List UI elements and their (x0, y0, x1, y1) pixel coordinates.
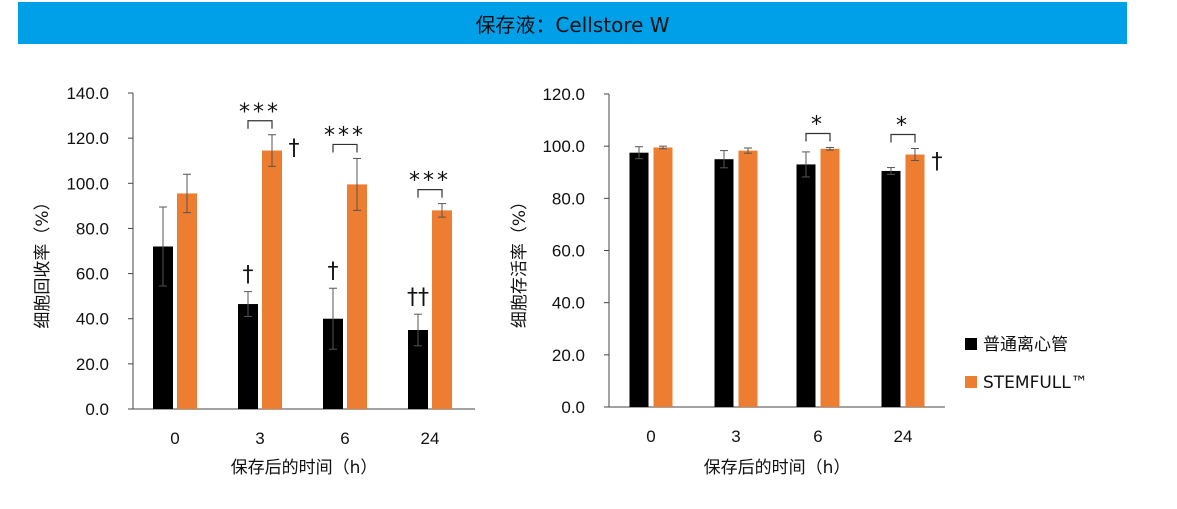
significance-stars: * (811, 112, 825, 137)
y-tick-label: 120.0 (66, 129, 109, 148)
bar-black-24 (408, 330, 428, 409)
dagger-mark: † (328, 259, 339, 284)
bar-black-3 (714, 159, 734, 407)
x-tick-label: 6 (813, 427, 822, 446)
bar-orange-0 (653, 147, 673, 408)
y-tick-label: 100.0 (66, 174, 109, 193)
bar-black-3 (238, 304, 258, 409)
y-tick-label: 20.0 (552, 346, 585, 365)
bar-orange-24 (432, 210, 452, 409)
bar-black-24 (881, 170, 901, 407)
bar-orange-3 (262, 150, 282, 410)
y-tick-label: 140.0 (66, 84, 109, 103)
significance-bracket (247, 120, 273, 129)
significance-bracket (890, 133, 916, 143)
dagger-mark: † (289, 136, 300, 161)
legend-label-1: STEMFULL™ (983, 373, 1088, 393)
bar-orange-6 (820, 148, 840, 407)
significance-stars: *** (239, 100, 281, 125)
bar-orange-6 (347, 184, 367, 409)
significance-bracket (417, 189, 443, 198)
x-tick-label: 3 (255, 429, 264, 448)
bar-orange-3 (738, 150, 758, 407)
x-axis-label: 保存后的时间（h） (231, 458, 378, 478)
x-tick-label: 24 (421, 429, 440, 448)
y-tick-label: 0.0 (85, 400, 109, 419)
significance-stars: *** (409, 169, 451, 194)
bar-black-0 (153, 246, 173, 409)
y-tick-label: 40.0 (76, 310, 109, 329)
significance-stars: * (896, 114, 910, 139)
x-tick-label: 3 (731, 427, 740, 446)
y-tick-label: 40.0 (552, 294, 585, 313)
legend-label-0: 普通离心管 (983, 335, 1068, 355)
x-tick-label: 6 (340, 429, 349, 448)
y-tick-label: 60.0 (76, 265, 109, 284)
dagger-mark: † (243, 263, 254, 288)
legend-swatch-orange (965, 376, 977, 388)
x-axis-label: 保存后的时间（h） (704, 458, 851, 478)
y-axis-label: 细胞存活率（%） (510, 193, 530, 328)
y-tick-label: 100.0 (542, 137, 585, 156)
bar-black-6 (323, 318, 343, 409)
x-tick-label: 24 (894, 427, 913, 446)
dagger-mark: †† (407, 285, 429, 310)
y-tick-label: 120.0 (542, 85, 585, 104)
banner-title: 保存液：Cellstore W (18, 2, 1127, 44)
significance-stars: *** (324, 123, 366, 148)
bar-orange-24 (905, 154, 925, 407)
y-tick-label: 60.0 (552, 242, 585, 261)
y-axis-label: 细胞回收率（%） (33, 193, 53, 328)
y-tick-label: 80.0 (76, 219, 109, 238)
bar-black-6 (796, 164, 816, 407)
y-tick-label: 0.0 (561, 398, 585, 417)
y-tick-label: 20.0 (76, 355, 109, 374)
dagger-mark: † (932, 150, 943, 175)
bar-black-0 (629, 152, 649, 407)
legend-swatch-black (965, 338, 977, 350)
x-tick-label: 0 (646, 427, 655, 446)
significance-bracket (805, 132, 831, 142)
y-tick-label: 80.0 (552, 189, 585, 208)
legend: 普通离心管 STEMFULL™ (965, 335, 1088, 393)
significance-bracket (332, 143, 358, 153)
x-tick-label: 0 (170, 429, 179, 448)
bar-orange-0 (177, 193, 197, 409)
